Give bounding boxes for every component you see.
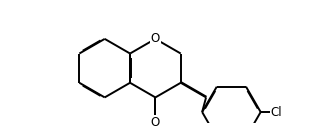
Text: O: O bbox=[151, 32, 160, 45]
Text: O: O bbox=[151, 116, 160, 129]
Text: Cl: Cl bbox=[270, 106, 282, 119]
